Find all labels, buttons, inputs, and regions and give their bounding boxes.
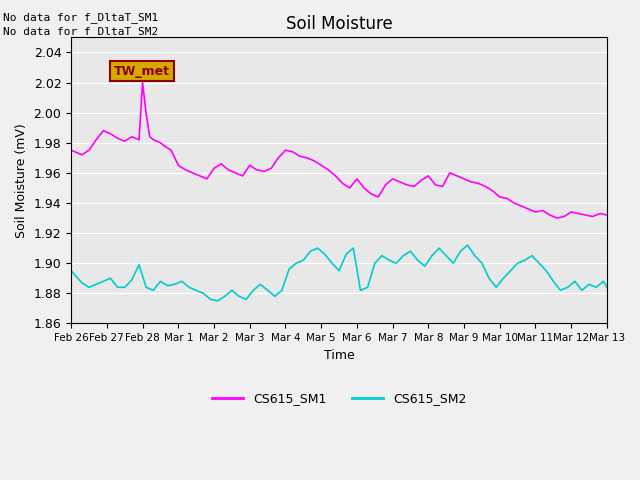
CS615_SM2 bbox=[421, 264, 429, 269]
Legend: CS615_SM1, CS615_SM2: CS615_SM1, CS615_SM2 bbox=[207, 387, 471, 410]
CS615_SM1 bbox=[460, 176, 468, 182]
CS615_SM1 bbox=[374, 194, 382, 200]
CS615_SM1 bbox=[203, 176, 211, 182]
Text: No data for f_DltaT_SM1: No data for f_DltaT_SM1 bbox=[3, 12, 159, 23]
CS615_SM1 bbox=[553, 215, 561, 221]
CS615_SM2 bbox=[435, 245, 443, 251]
Line: CS615_SM2: CS615_SM2 bbox=[71, 245, 607, 301]
CS615_SM1 bbox=[67, 147, 75, 153]
Text: TW_met: TW_met bbox=[114, 64, 170, 78]
CS615_SM2 bbox=[464, 242, 472, 248]
CS615_SM2 bbox=[603, 285, 611, 290]
X-axis label: Time: Time bbox=[324, 348, 355, 362]
Line: CS615_SM1: CS615_SM1 bbox=[71, 83, 607, 218]
CS615_SM2 bbox=[121, 285, 129, 290]
CS615_SM2 bbox=[264, 288, 271, 293]
Y-axis label: Soil Moisture (mV): Soil Moisture (mV) bbox=[15, 123, 28, 238]
CS615_SM2 bbox=[356, 288, 364, 293]
CS615_SM1 bbox=[603, 212, 611, 218]
CS615_SM2 bbox=[514, 260, 522, 266]
CS615_SM1 bbox=[275, 155, 282, 161]
CS615_SM1 bbox=[139, 80, 147, 85]
Text: No data for f_DltaT_SM2: No data for f_DltaT_SM2 bbox=[3, 26, 159, 37]
Title: Soil Moisture: Soil Moisture bbox=[285, 15, 392, 33]
CS615_SM2 bbox=[67, 268, 75, 274]
CS615_SM2 bbox=[214, 298, 221, 304]
CS615_SM1 bbox=[282, 147, 289, 153]
CS615_SM1 bbox=[189, 170, 196, 176]
